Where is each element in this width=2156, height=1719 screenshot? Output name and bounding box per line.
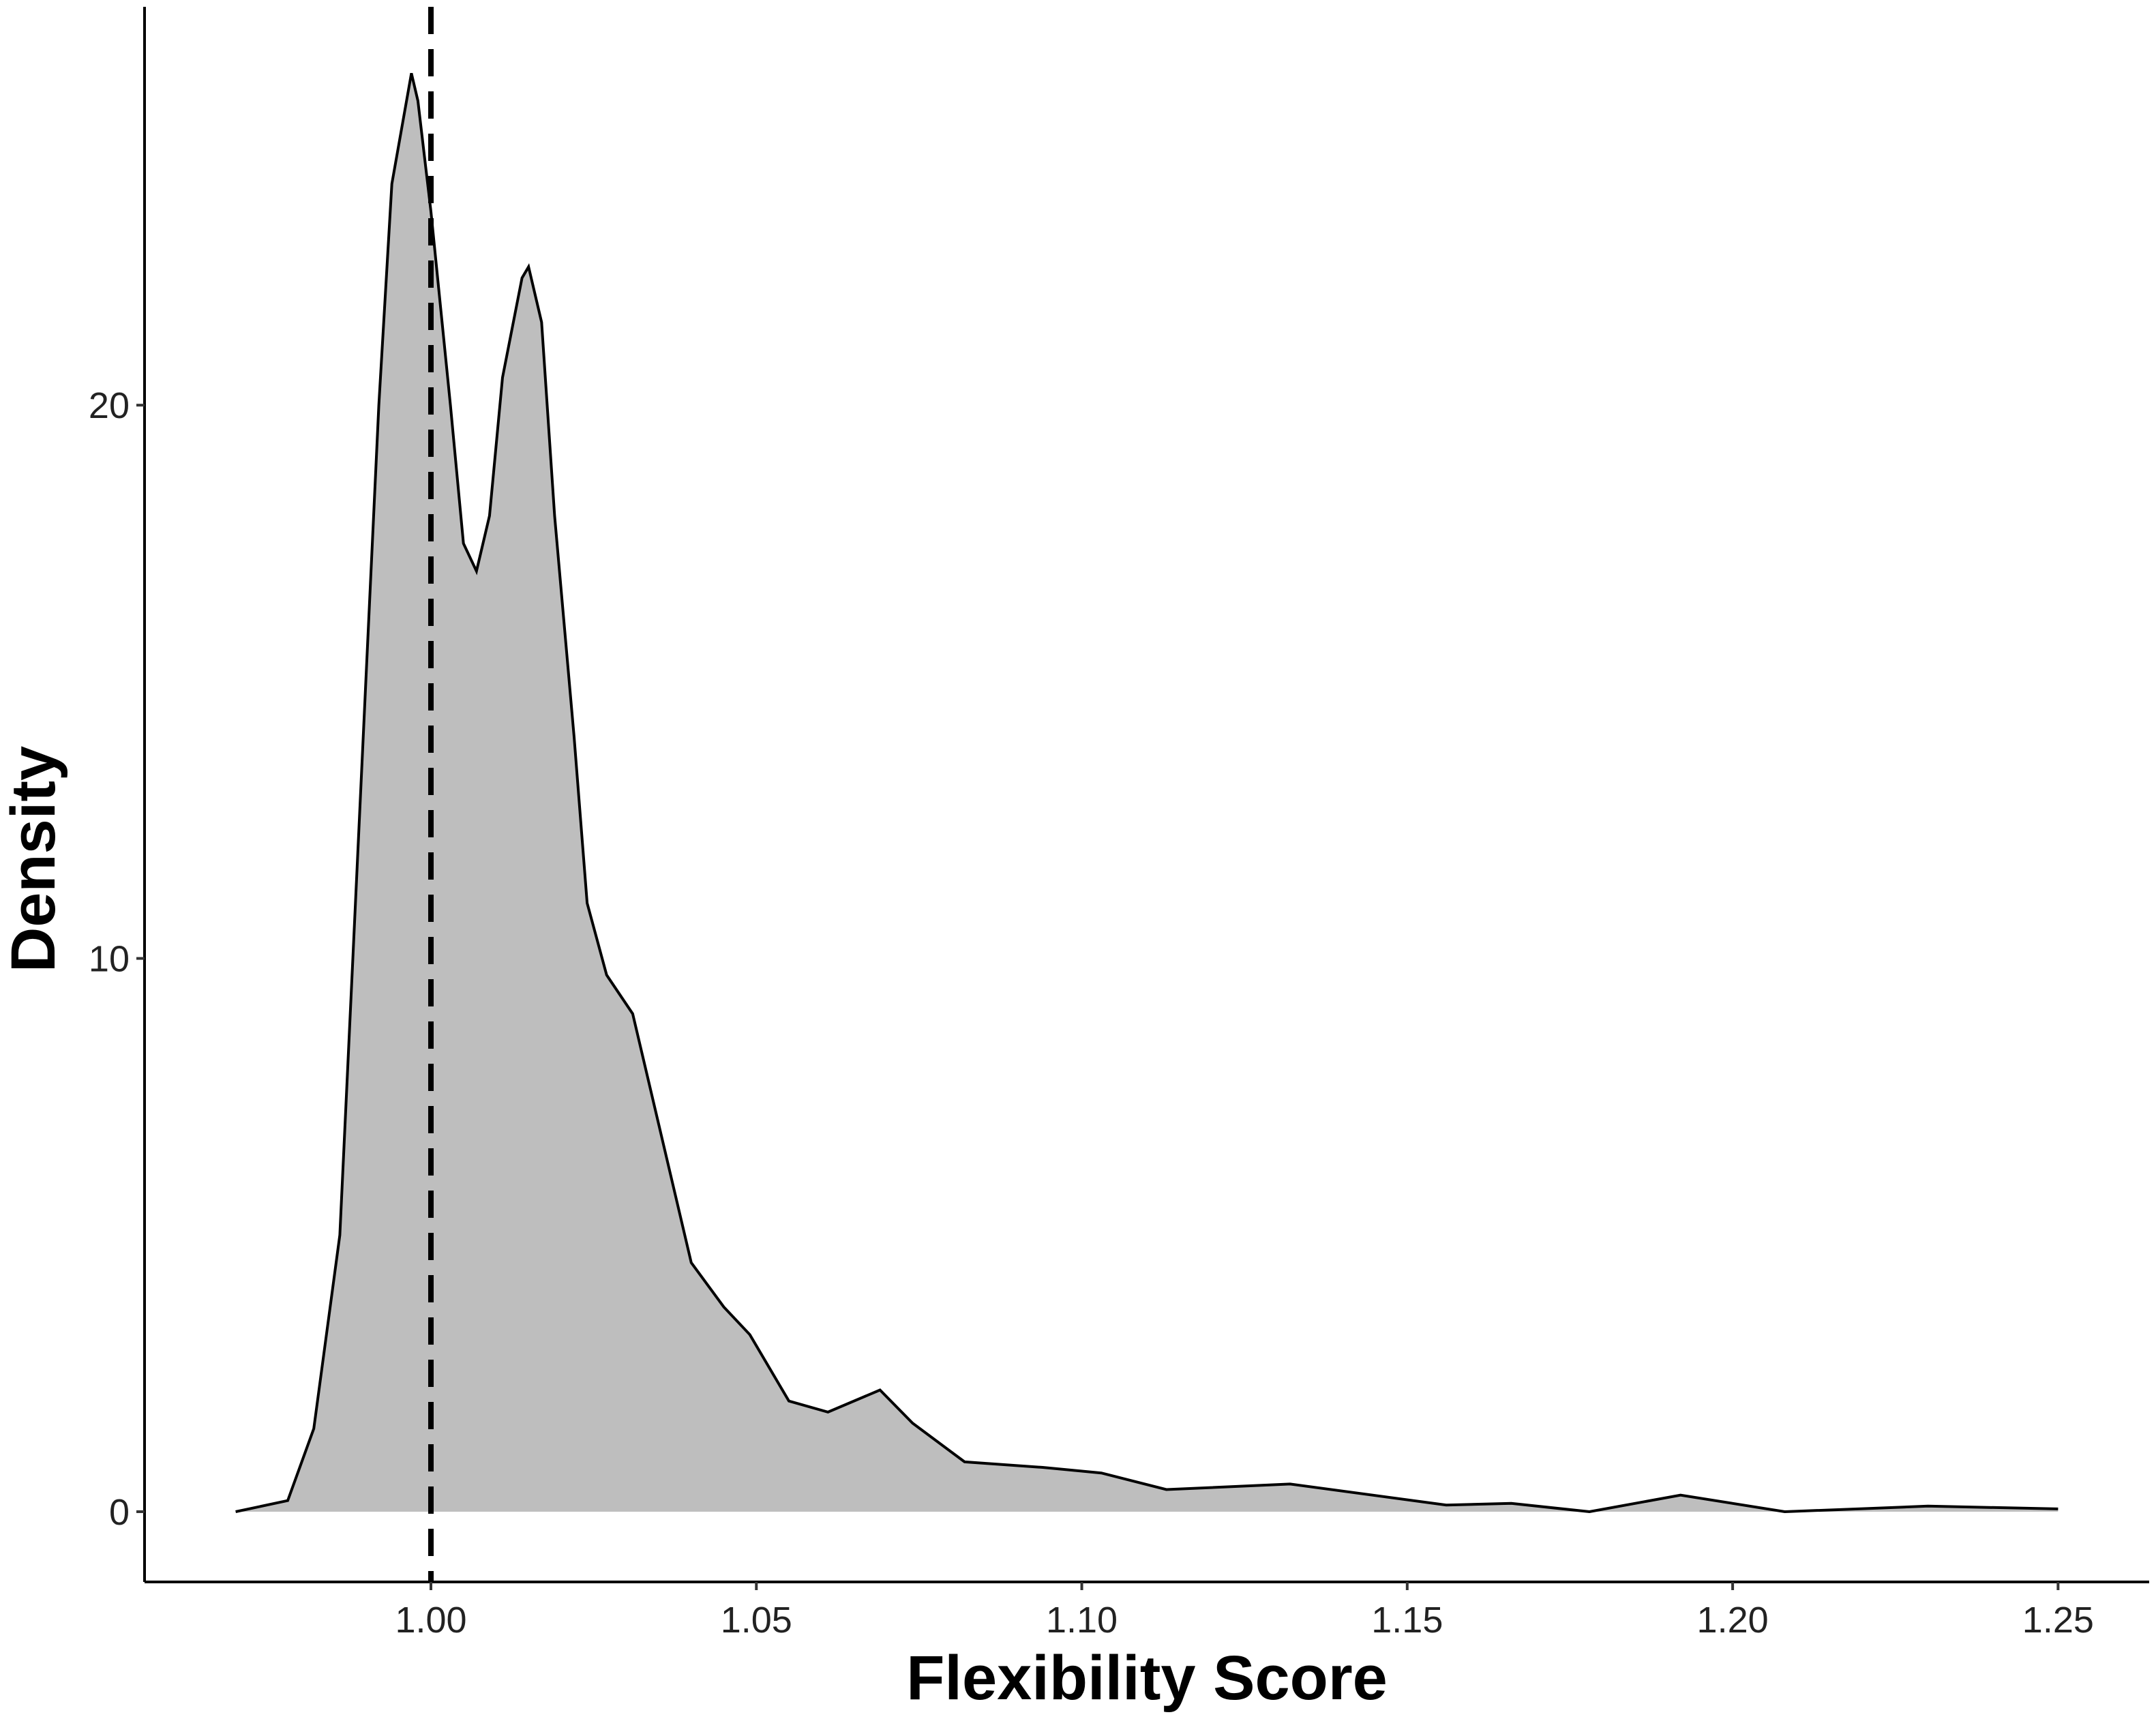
density-line xyxy=(235,72,2058,1514)
density-area xyxy=(235,73,2058,1512)
x-tick-label: 1.15 xyxy=(1371,1600,1443,1641)
x-tick-label: 1.20 xyxy=(1697,1600,1769,1641)
x-tick-label: 1.10 xyxy=(1046,1600,1118,1641)
x-axis-title: Flexibility Score xyxy=(906,1643,1388,1713)
x-tick-label: 1.00 xyxy=(395,1600,466,1641)
y-axis-title: Density xyxy=(0,746,68,972)
x-tick-label: 1.05 xyxy=(721,1600,792,1641)
y-tick-label: 10 xyxy=(89,939,130,980)
y-tick-label: 20 xyxy=(89,385,130,426)
y-tick-label: 0 xyxy=(109,1492,130,1533)
x-tick-label: 1.25 xyxy=(2022,1600,2094,1641)
